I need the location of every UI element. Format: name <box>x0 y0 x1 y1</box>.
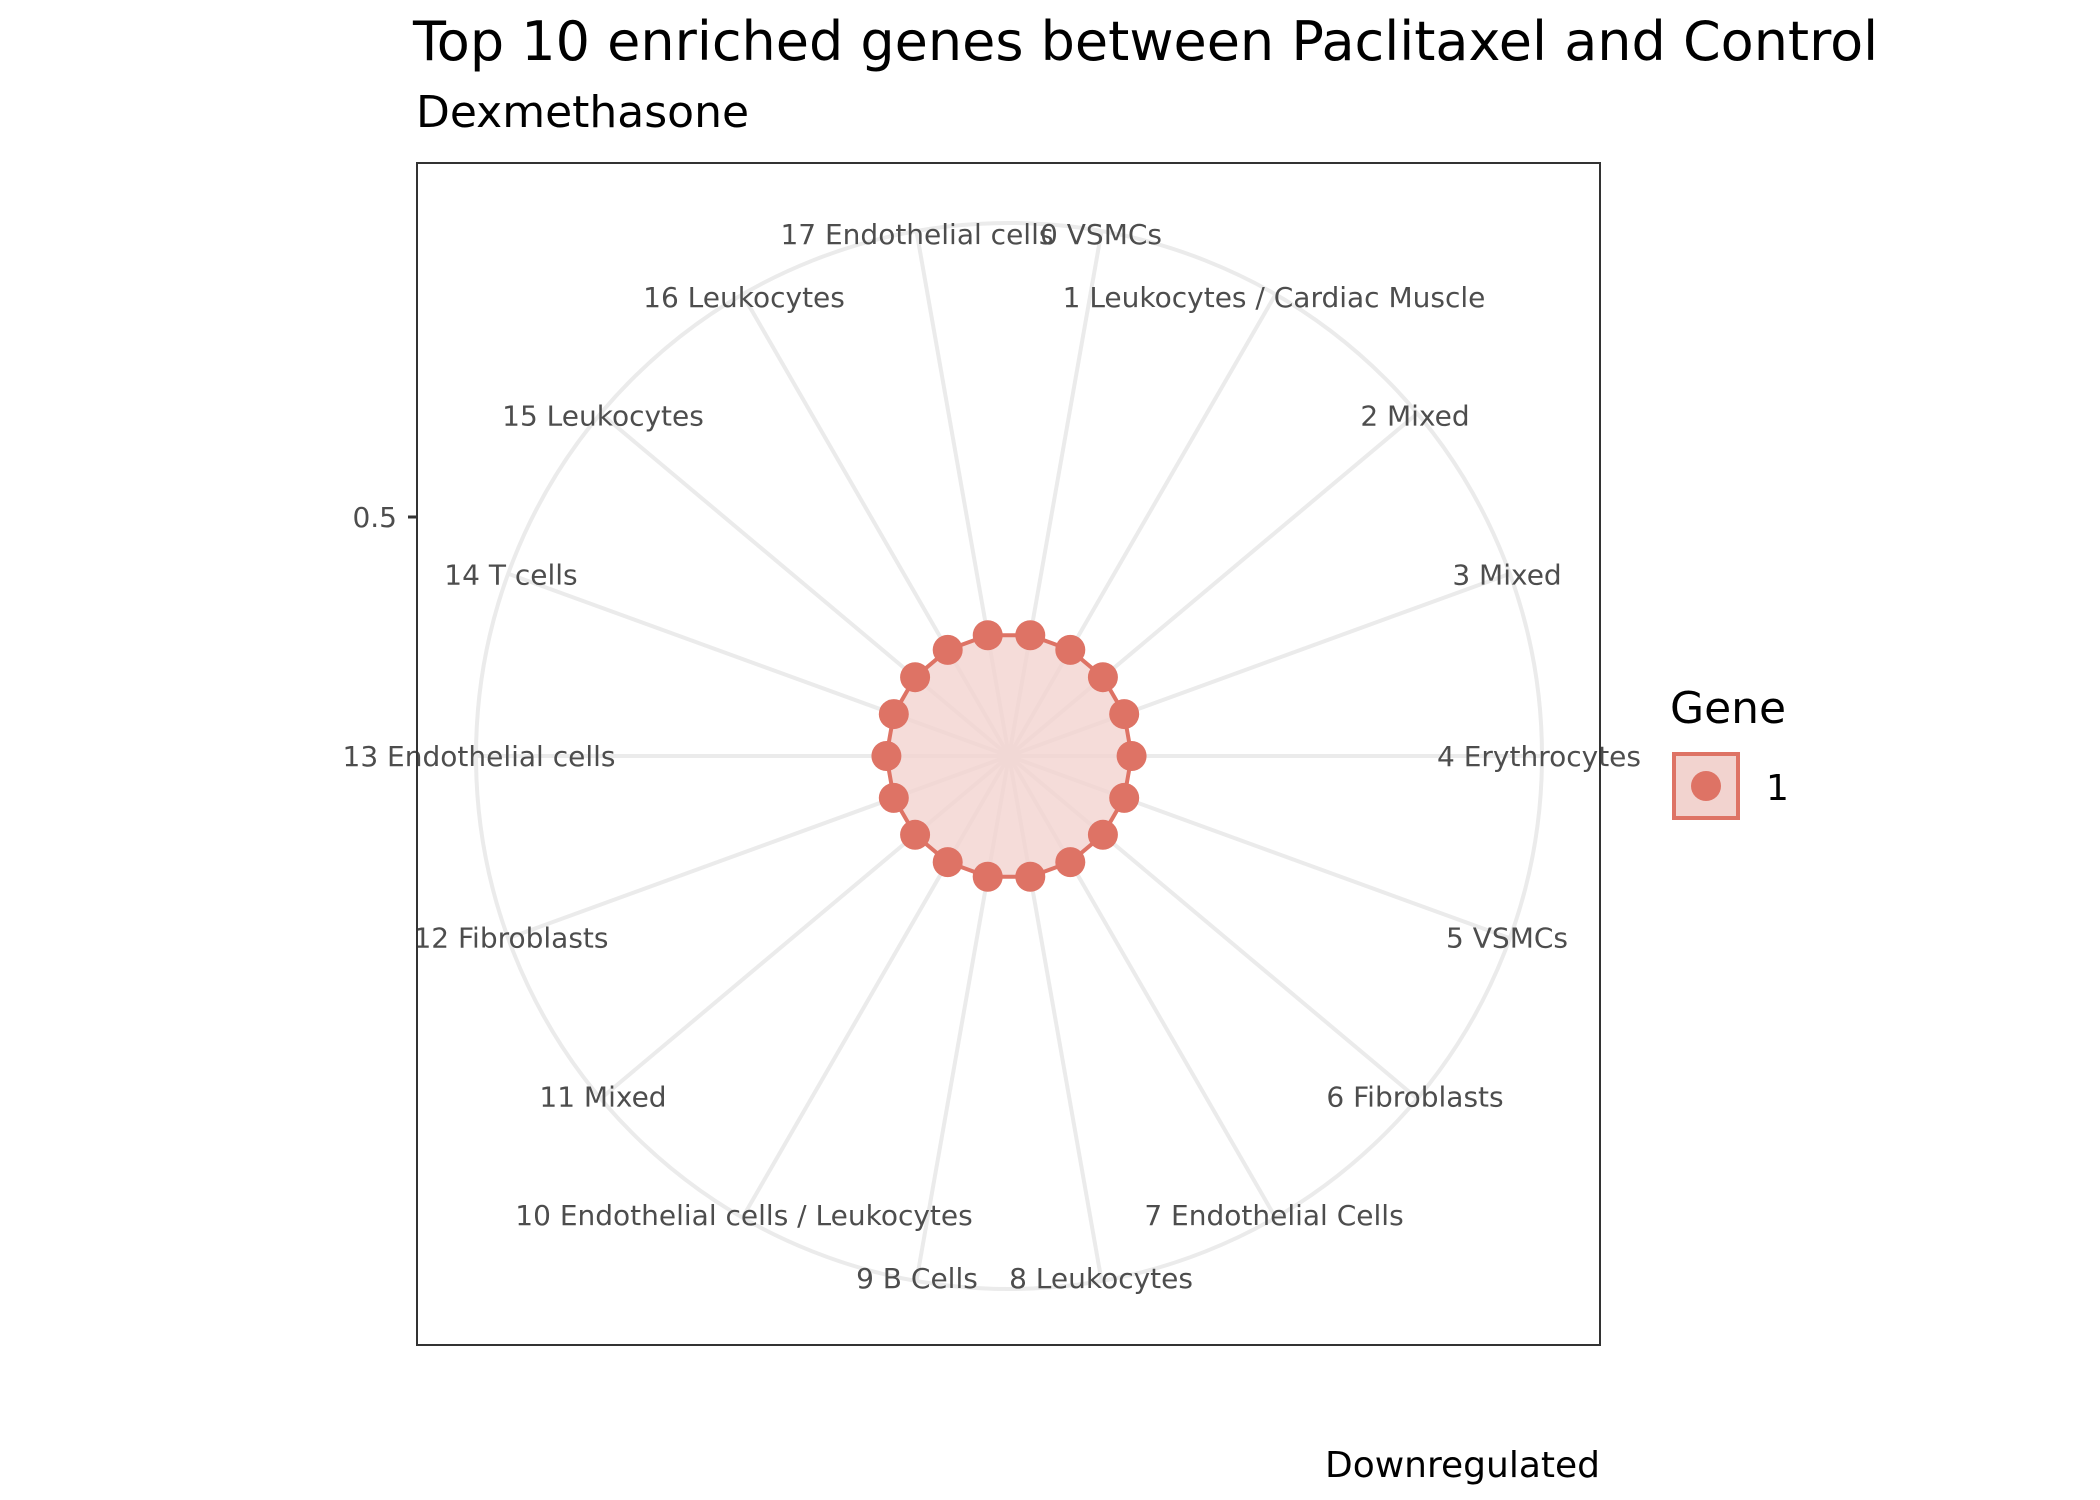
category-label: 14 T cells <box>444 559 577 592</box>
data-point <box>871 741 902 771</box>
y-axis: 0.5 <box>352 501 416 534</box>
data-point <box>1087 819 1118 850</box>
category-label: 9 B Cells <box>856 1262 978 1295</box>
legend-label: 1 <box>1766 768 1789 809</box>
category-label: 8 Leukocytes <box>1009 1262 1193 1295</box>
category-label: 13 Endothelial cells <box>343 740 616 773</box>
category-label: 16 Leukocytes <box>643 281 845 314</box>
data-point <box>1015 861 1046 892</box>
chart-caption: Downregulated <box>1325 1445 1600 1486</box>
y-tick-label: 0.5 <box>352 501 397 534</box>
legend-key-point <box>1691 771 1721 801</box>
data-point <box>1055 847 1086 878</box>
data-point <box>1015 620 1046 651</box>
data-point <box>1109 782 1140 813</box>
category-label: 12 Fibroblasts <box>413 921 608 954</box>
plot-panel: 0 VSMCs 1 Leukocytes / Cardiac Muscle 2 Mi… <box>343 162 1642 1346</box>
category-label: 0 VSMCs <box>1040 218 1162 251</box>
category-labels: 0 VSMCs 1 Leukocytes / Cardiac Muscle 2 Mi… <box>343 218 1642 1295</box>
chart-title: Top 10 enriched genes between Paclitaxel… <box>412 10 1878 73</box>
chart-subtitle: Dexmethasone <box>416 87 749 138</box>
legend-title: Gene <box>1670 683 1786 734</box>
data-point <box>1116 741 1147 771</box>
data-point <box>932 847 963 878</box>
data-point <box>1055 634 1086 665</box>
category-label: 4 Erythrocytes <box>1437 740 1641 773</box>
data-point <box>878 782 909 813</box>
category-label: 10 Endothelial cells / Leukocytes <box>515 1199 972 1232</box>
data-point <box>932 634 963 665</box>
category-label: 17 Endothelial cells <box>780 218 1053 251</box>
panel-border <box>416 162 1601 1346</box>
category-label: 5 VSMCs <box>1446 921 1568 954</box>
data-point <box>878 699 909 730</box>
category-label: 3 Mixed <box>1452 559 1561 592</box>
data-point <box>972 861 1003 892</box>
series-layer <box>871 620 1147 892</box>
data-point <box>900 819 931 850</box>
category-label: 2 Mixed <box>1360 399 1469 432</box>
data-point <box>1087 662 1118 693</box>
category-label: 1 Leukocytes / Cardiac Muscle <box>1063 281 1486 314</box>
category-label: 7 Endothelial Cells <box>1144 1199 1403 1232</box>
category-label: 15 Leukocytes <box>502 399 704 432</box>
data-point <box>1109 699 1140 730</box>
category-label: 6 Fibroblasts <box>1326 1081 1503 1114</box>
data-point <box>972 620 1003 651</box>
legend: Gene 1 <box>1670 683 1789 820</box>
data-point <box>900 662 931 693</box>
category-label: 11 Mixed <box>539 1081 666 1114</box>
